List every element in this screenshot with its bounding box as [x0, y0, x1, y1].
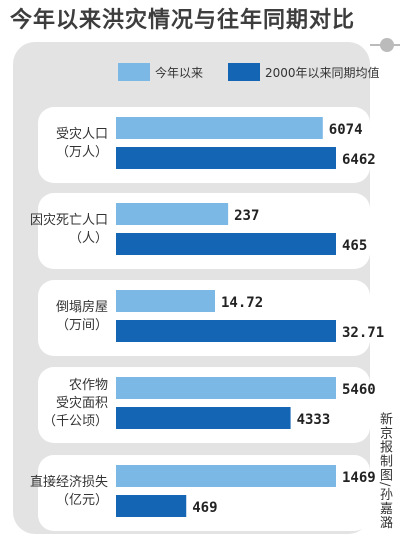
legend-swatch-average	[228, 63, 260, 81]
category-label: （人）	[69, 231, 108, 246]
category-label: 倒塌房屋	[56, 299, 108, 315]
value-label: 237	[234, 208, 259, 224]
category-label: 受灾面积	[56, 395, 108, 411]
bar-average	[116, 495, 187, 517]
value-label: 465	[342, 238, 367, 254]
category-label: 直接经济损失	[30, 474, 108, 490]
category-label: （千公顷）	[43, 414, 108, 429]
category-label: 受灾人口	[56, 126, 108, 142]
bar-average	[116, 407, 291, 429]
legend: 今年以来 2000年以来同期均值	[118, 62, 380, 86]
bar-average	[116, 233, 336, 255]
category-label: 因灾死亡人口	[30, 212, 108, 228]
value-label: 6462	[342, 152, 376, 168]
legend-item-average: 2000年以来同期均值	[228, 62, 380, 82]
decorative-dot	[380, 38, 394, 52]
bar-current	[116, 290, 216, 312]
value-label: 469	[192, 500, 217, 516]
bar-average	[116, 147, 336, 169]
credit-text: 新京报制图/孙嘉潞	[377, 412, 392, 530]
value-label: 5460	[342, 382, 376, 398]
value-label: 1469	[342, 470, 376, 486]
category-label: （亿元）	[56, 493, 108, 508]
category-label: （万人）	[56, 145, 108, 160]
category-label: 农作物	[69, 378, 108, 393]
value-label: 32.71	[342, 325, 384, 341]
value-label: 6074	[329, 122, 363, 138]
bar-average	[116, 320, 336, 342]
bar-current	[116, 377, 336, 399]
value-label: 4333	[297, 412, 331, 428]
bar-current	[116, 203, 229, 225]
legend-label-average: 2000年以来同期均值	[265, 65, 380, 80]
chart-title: 今年以来洪灾情况与往年同期对比	[10, 8, 356, 33]
legend-swatch-current	[118, 63, 150, 81]
legend-item-current: 今年以来	[118, 62, 203, 82]
category-label: （万间）	[56, 318, 108, 333]
bar-current	[116, 465, 336, 487]
legend-label-current: 今年以来	[155, 65, 204, 80]
bar-current	[116, 117, 323, 139]
value-label: 14.72	[221, 295, 263, 311]
